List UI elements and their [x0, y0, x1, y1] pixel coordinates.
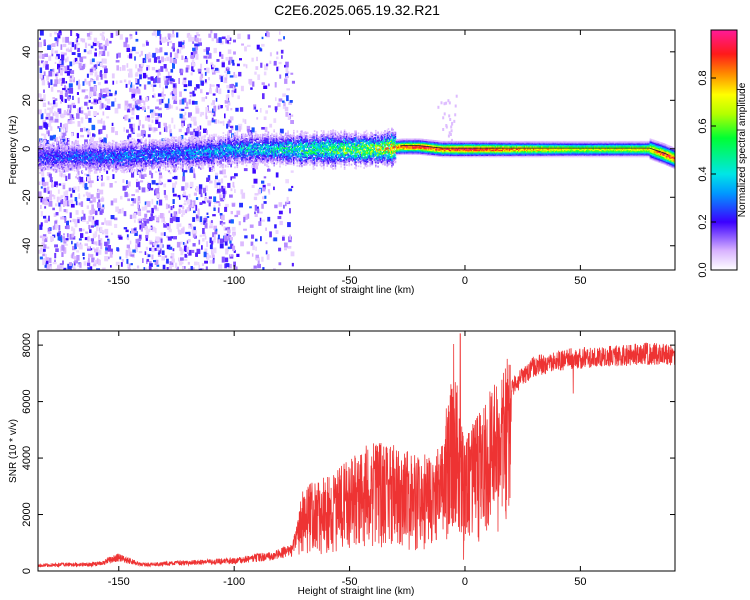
colorbar-tick-label: 0.4	[697, 166, 709, 181]
snr-x-ticks: -150 -100 -50 0 50	[108, 331, 586, 588]
figure-title: C2E6.2025.065.19.32.R21	[274, 2, 440, 18]
spectrogram-y-axis-label: Frequency (Hz)	[8, 116, 19, 185]
snr-x-tick-label: -50	[342, 576, 358, 588]
spectrogram-x-ticks: -150 -100 -50 0 50	[108, 30, 586, 287]
colorbar-gradient	[710, 29, 738, 271]
colorbar-tick-label: 0.6	[697, 118, 709, 133]
colorbar-label: Normalized spectral amplitude	[737, 82, 748, 217]
spectrogram-ridge-line	[400, 145, 669, 156]
snr-y-tick-label: 4000	[21, 446, 33, 470]
spectrogram-y-tick-label: 20	[21, 94, 33, 106]
colorbar-ticks: 0.0 0.2 0.4 0.6 0.8	[697, 70, 716, 278]
colorbar-tick-label: 0.2	[697, 214, 709, 229]
snr-series-line	[38, 333, 675, 569]
snr-panel: -150 -100 -50 0 50 0 2000 4000 6000 8000 Height …	[8, 330, 676, 597]
spectrogram-x-tick-label: 0	[462, 275, 468, 287]
snr-x-axis-label: Height of straight line (km)	[298, 586, 415, 597]
spectrogram-noise	[38, 30, 458, 270]
spectrogram-x-axis-label: Height of straight line (km)	[298, 285, 415, 296]
snr-frame	[37, 330, 676, 572]
spectrogram-x-tick-label: 50	[574, 275, 586, 287]
snr-y-tick-label: 6000	[21, 389, 33, 413]
colorbar-tick-label: 0.8	[697, 70, 709, 85]
spectrogram-ridge	[38, 127, 675, 174]
spectrogram-y-ticks: -40 -20 0 20 40	[21, 46, 675, 254]
spectrogram-frame	[37, 29, 676, 271]
spectrogram-x-tick-label: -50	[342, 275, 358, 287]
snr-plot-area	[38, 333, 675, 569]
spectrogram-x-tick-label: -100	[223, 275, 245, 287]
spectrogram-plot-area	[38, 30, 675, 270]
spectrogram-y-tick-label: 40	[21, 46, 33, 58]
spectrogram-y-tick-label: 0	[21, 146, 33, 152]
spectrogram-y-tick-label: -40	[21, 238, 33, 254]
spectrogram-y-tick-label: -20	[21, 189, 33, 205]
spectrogram-x-tick-label: -150	[108, 275, 130, 287]
colorbar-tick-label: 0.0	[697, 262, 709, 277]
snr-x-tick-label: 50	[574, 576, 586, 588]
snr-y-tick-label: 2000	[21, 502, 33, 526]
snr-y-tick-label: 8000	[21, 333, 33, 357]
snr-x-tick-label: -100	[223, 576, 245, 588]
spectrogram-panel: -150 -100 -50 0 50 -40 -20 0 20 40 Height of str…	[8, 29, 676, 296]
snr-y-axis-label: SNR (10 * v/v)	[8, 419, 19, 483]
snr-x-tick-label: -150	[108, 576, 130, 588]
colorbar: 0.0 0.2 0.4 0.6 0.8 Normalized spectral ampl…	[697, 29, 748, 278]
snr-y-tick-label: 0	[21, 568, 33, 574]
snr-x-tick-label: 0	[462, 576, 468, 588]
snr-y-ticks: 0 2000 4000 6000 8000	[21, 333, 675, 574]
